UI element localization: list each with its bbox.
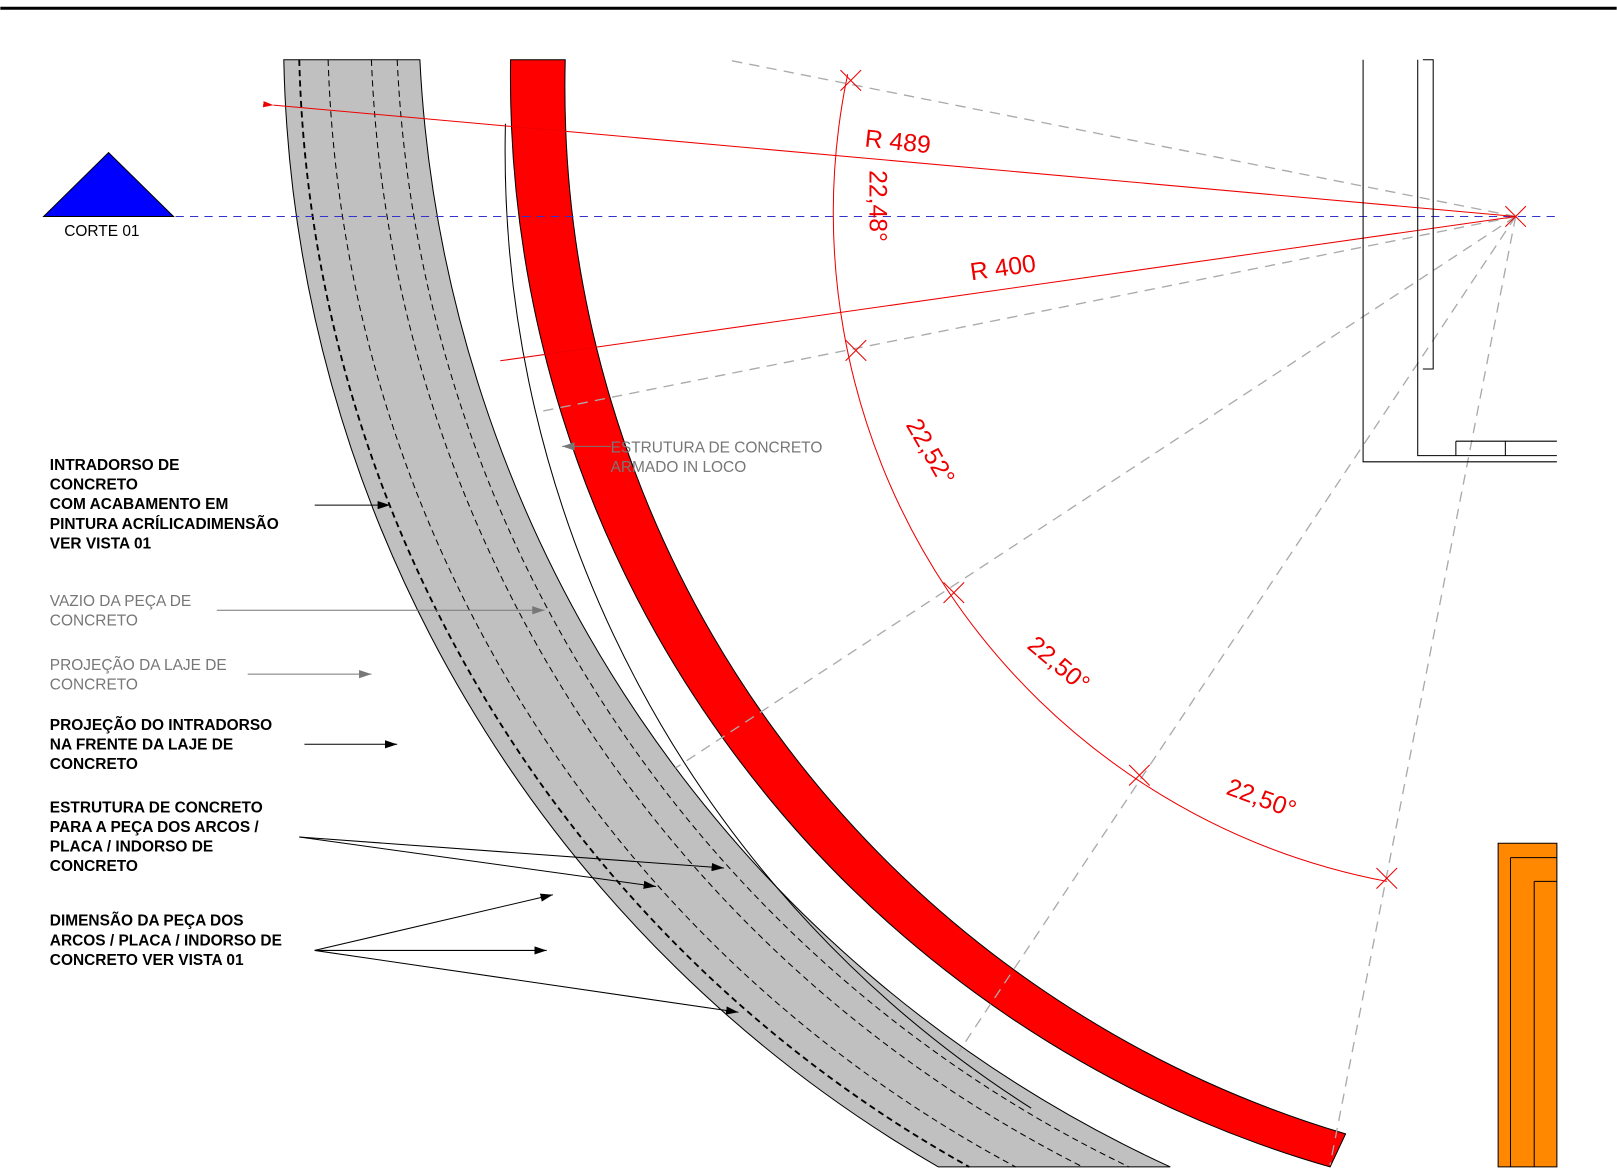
hidden-lines — [298, 59, 1130, 1168]
note-line: ESTRUTURA DE CONCRETO — [50, 799, 263, 816]
angle-label: 22,50° — [1223, 774, 1300, 824]
note-line: NA FRENTE DA LAJE DE — [50, 736, 233, 753]
note-line: ARMADO IN LOCO — [611, 459, 747, 476]
note-line: PINTURA ACRÍLICADIMENSÃO — [50, 515, 279, 533]
leaders — [299, 500, 739, 1015]
radius-label: R 489 — [864, 125, 932, 159]
section-label: CORTE 01 — [64, 223, 139, 240]
orange-detail — [1509, 857, 1557, 1167]
note-line: PROJEÇÃO DO INTRADORSO — [50, 716, 272, 734]
radius-label: R 400 — [968, 250, 1037, 286]
structure-edge — [504, 123, 1032, 1109]
wall-detail — [1362, 59, 1557, 463]
note-line: PLACA / INDORSO DE — [50, 838, 213, 855]
angle-label: 22,52° — [900, 414, 959, 490]
note-line: CONCRETO — [50, 613, 138, 630]
note-line: ARCOS / PLACA / INDORSO DE — [50, 932, 282, 949]
note-line: INTRADORSO DE — [50, 457, 180, 474]
intradorso-band — [283, 59, 1171, 1168]
note-line: CONCRETO — [50, 858, 138, 875]
angle-label: 22,48° — [863, 170, 890, 242]
notes: INTRADORSO DE CONCRETO COM ACABAMENTO EM PI… — [50, 440, 823, 969]
note-line: VAZIO DA PEÇA DE — [50, 593, 191, 610]
note-line: DIMENSÃO DA PEÇA DOS — [50, 912, 244, 930]
angle-label: 22,50° — [1022, 631, 1094, 698]
dimension-lines — [262, 69, 1527, 889]
note-line: VER VISTA 01 — [50, 535, 152, 552]
construction-lines — [536, 59, 1517, 1165]
note-line: PARA A PEÇA DOS ARCOS / — [50, 819, 260, 836]
orange-element — [1497, 842, 1558, 1168]
note-line: CONCRETO — [50, 477, 138, 494]
section-marker — [42, 151, 175, 217]
grey-leaders — [216, 442, 611, 679]
note-line: COM ACABAMENTO EM — [50, 496, 229, 513]
concrete-structure — [509, 59, 1347, 1168]
note-line: PROJEÇÃO DA LAJE DE — [50, 657, 227, 674]
note-line: CONCRETO VER VISTA 01 — [50, 952, 244, 969]
note-line: CONCRETO — [50, 756, 138, 773]
note-line: ESTRUTURA DE CONCRETO — [611, 440, 823, 457]
note-line: CONCRETO — [50, 677, 138, 694]
